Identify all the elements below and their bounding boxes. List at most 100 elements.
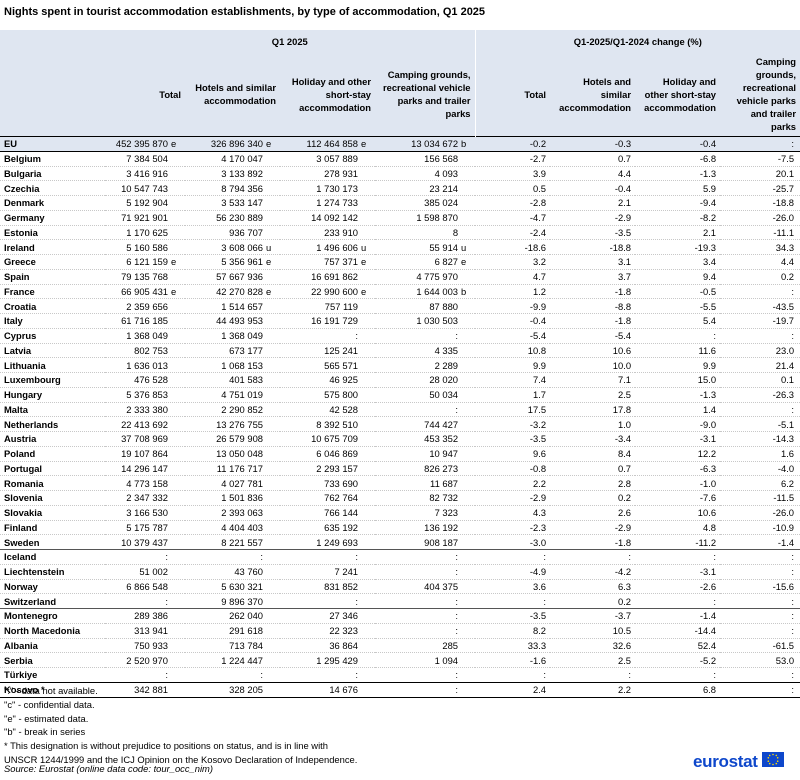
cell-change: -8.8 — [550, 298, 636, 314]
table-row: Slovakia 3 166 530 2 393 063 766 144 7 323 4.… — [0, 505, 800, 521]
cell-number: 7 384 504 — [126, 153, 168, 165]
cell-value: 1 636 013 — [105, 357, 185, 373]
cell-change: 20.1 — [720, 166, 800, 182]
cell-flag: b — [461, 285, 467, 297]
cell-number: 13 050 048 — [216, 448, 263, 460]
row-label: Malta — [0, 402, 105, 418]
cell-change: 8.2 — [475, 623, 551, 639]
cell-value: 1 598 870 — [375, 210, 476, 226]
cell-number: 125 241 — [324, 344, 358, 356]
cell-value: 10 379 437 — [105, 534, 185, 550]
cell-number: : — [455, 595, 459, 607]
cell-number: 2 359 656 — [126, 300, 168, 312]
cell-change: -2.4 — [475, 225, 551, 241]
cell-value: 291 618 — [185, 623, 280, 639]
cell-value: 5 630 321 — [185, 579, 280, 595]
cell-value: : — [280, 667, 375, 683]
cell-change: -11.1 — [720, 225, 800, 241]
column-header: Holiday and other short-stay accommodati… — [280, 52, 375, 137]
cell-number: 5 356 961 — [221, 256, 263, 268]
cell-change: -18.8 — [720, 195, 800, 211]
cell-value: 1 249 693 — [280, 534, 375, 550]
cell-value: 575 800 — [280, 387, 375, 403]
table-row: Bulgaria 3 416 916 3 133 892 278 931 4 093 3.… — [0, 166, 800, 182]
cell-change: -61.5 — [720, 638, 800, 654]
cell-number: 453 352 — [424, 433, 459, 445]
cell-value: 453 352 — [375, 431, 476, 447]
cell-number: 2 347 332 — [126, 492, 168, 504]
cell-number: 6 121 159 — [126, 256, 168, 268]
table-row: Sweden 10 379 437 8 221 557 1 249 693 908 18… — [0, 534, 800, 550]
row-label: Ireland — [0, 239, 105, 255]
table-row: Poland 19 107 864 13 050 048 6 046 869 10 94… — [0, 446, 800, 462]
table-title: Nights spent in tourist accommodation es… — [4, 6, 486, 18]
table-row: Türkiye:::::::: — [0, 667, 800, 683]
cell-number: 43 760 — [234, 566, 263, 578]
cell-change: -6.3 — [635, 461, 721, 477]
table-row: Austria 37 708 969 26 579 908 10 675 709 453… — [0, 431, 800, 447]
cell-flag: u — [266, 241, 272, 253]
row-label: Switzerland — [0, 593, 105, 609]
eu-flag-icon — [761, 752, 784, 772]
cell-value: 10 547 743 — [105, 180, 185, 196]
cell-number: 4 027 781 — [221, 477, 263, 489]
cell-value: 156 568 — [375, 151, 476, 167]
cell-change: 4.4 — [720, 254, 800, 270]
cell-number: 476 528 — [134, 374, 168, 386]
cell-number: 6 866 548 — [126, 580, 168, 592]
cell-value: 1 644 003 b — [375, 284, 476, 300]
cell-value: 1 496 606 u — [280, 239, 375, 255]
cell-value: 233 910 — [280, 225, 375, 241]
cell-change: 0.7 — [550, 151, 636, 167]
cell-change: 6.2 — [720, 475, 800, 491]
cell-number: : — [355, 595, 358, 607]
row-label: Kosovo * — [0, 681, 105, 698]
cell-change: 2.4 — [475, 681, 551, 698]
cell-value: 57 667 936 — [185, 269, 280, 285]
row-label: Czechia — [0, 180, 105, 196]
cell-value: 37 708 969 — [105, 431, 185, 447]
cell-value: 7 384 504 — [105, 151, 185, 167]
cell-value: 1 170 625 — [105, 225, 185, 241]
cell-value: 831 852 — [280, 579, 375, 595]
cell-change: 4.3 — [475, 505, 551, 521]
cell-value: 673 177 — [185, 343, 280, 359]
cell-value: 4 093 — [375, 166, 476, 182]
row-label: Serbia — [0, 652, 105, 668]
row-label: EU — [0, 136, 105, 152]
table-row: Luxembourg 476 528 401 583 46 925 28 020 7.4 7… — [0, 372, 800, 388]
cell-flag: b — [461, 138, 467, 150]
cell-value: : — [375, 608, 476, 624]
cell-number: : — [260, 669, 263, 681]
cell-number: 1 094 — [434, 654, 459, 666]
cell-change: -18.8 — [550, 239, 636, 255]
cell-number: 1 068 153 — [221, 359, 263, 371]
cell-number: : — [455, 625, 459, 637]
cell-number: 26 579 908 — [216, 433, 263, 445]
cell-value: : — [280, 328, 375, 344]
row-label: Netherlands — [0, 416, 105, 432]
cell-value: 476 528 — [105, 372, 185, 388]
cell-change: : — [550, 667, 636, 683]
cell-number: 5 630 321 — [221, 580, 263, 592]
cell-change: 3.7 — [550, 269, 636, 285]
cell-value: 11 687 — [375, 475, 476, 491]
cell-change: -3.5 — [475, 431, 551, 447]
row-label: Romania — [0, 475, 105, 491]
row-label: Norway — [0, 579, 105, 595]
cell-value: 4 027 781 — [185, 475, 280, 491]
table-row: Netherlands 22 413 692 13 276 755 8 392 510… — [0, 416, 800, 432]
table-row: Malta 2 333 380 2 290 852 42 528: 17.5 17.8 1.… — [0, 402, 800, 418]
cell-flag: e — [171, 285, 177, 297]
footnote-line: "b" - break in series — [4, 726, 86, 738]
cell-change: 2.8 — [550, 475, 636, 491]
cell-number: 291 618 — [229, 625, 263, 637]
cell-number: 2 393 063 — [221, 507, 263, 519]
cell-value: 112 464 858 e — [280, 136, 375, 152]
cell-number: 156 568 — [424, 153, 459, 165]
cell-change: -0.2 — [475, 136, 551, 152]
cell-value: 8 221 557 — [185, 534, 280, 550]
cell-change: : — [720, 681, 800, 698]
cell-number: 262 040 — [229, 610, 263, 622]
cell-number: 342 881 — [134, 684, 168, 696]
